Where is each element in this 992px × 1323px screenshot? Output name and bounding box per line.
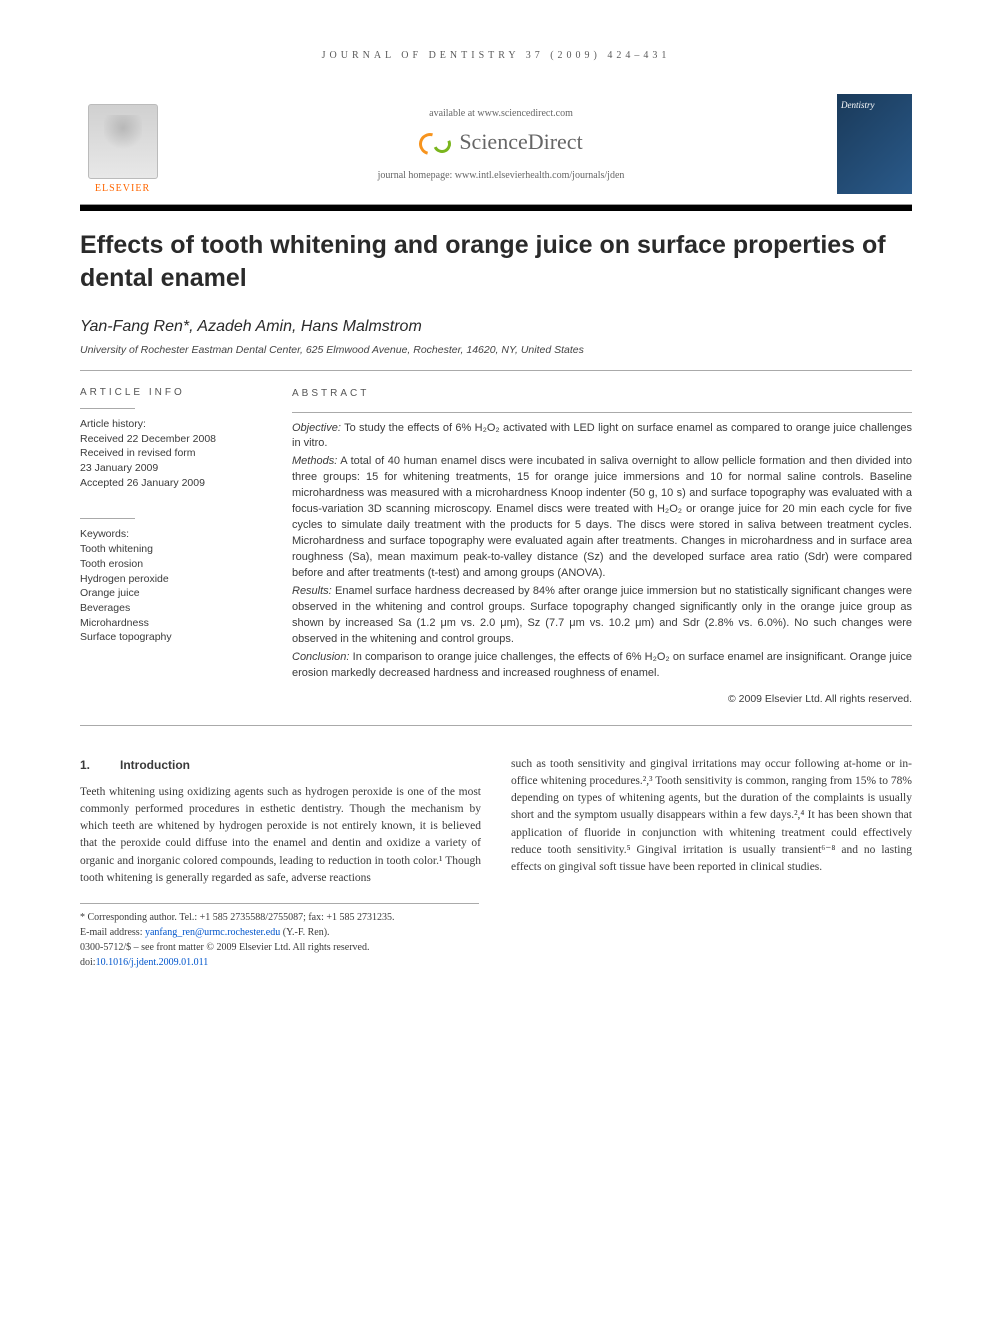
introduction-heading: 1.Introduction [80, 756, 481, 774]
abstract-conclusion: Conclusion: In comparison to orange juic… [292, 650, 912, 682]
results-text: Enamel surface hardness decreased by 84%… [292, 585, 912, 645]
keyword: Microhardness [80, 616, 260, 631]
doi-label: doi: [80, 957, 96, 968]
keyword: Tooth erosion [80, 557, 260, 572]
keyword: Beverages [80, 601, 260, 616]
journal-header: JOURNAL OF DENTISTRY 37 (2009) 424–431 [80, 50, 912, 61]
corresponding-footer: * Corresponding author. Tel.: +1 585 273… [80, 903, 479, 970]
copyright: © 2009 Elsevier Ltd. All rights reserved… [292, 692, 912, 707]
abstract-objective: Objective: To study the effects of 6% H₂… [292, 421, 912, 453]
article-info-column: ARTICLE INFO Article history: Received 2… [80, 387, 260, 707]
divider [80, 518, 135, 519]
doi-link[interactable]: 10.1016/j.jdent.2009.01.011 [96, 957, 209, 968]
email-link[interactable]: yanfang_ren@urmc.rochester.edu [145, 927, 280, 938]
methods-label: Methods: [292, 455, 337, 467]
results-label: Results: [292, 585, 332, 597]
info-abstract-row: ARTICLE INFO Article history: Received 2… [80, 387, 912, 726]
sciencedirect-swirl-icon [419, 131, 453, 153]
objective-text: To study the effects of 6% H₂O₂ activate… [292, 422, 912, 450]
intro-paragraph-right: such as tooth sensitivity and gingival i… [511, 756, 912, 877]
history-label: Article history: [80, 417, 260, 432]
keyword: Hydrogen peroxide [80, 572, 260, 587]
sciencedirect-label: ScienceDirect [459, 129, 582, 155]
elsevier-label: ELSEVIER [95, 183, 150, 194]
section-title: Introduction [120, 758, 190, 772]
divider [80, 408, 135, 409]
affiliation: University of Rochester Eastman Dental C… [80, 344, 912, 371]
article-info-heading: ARTICLE INFO [80, 387, 260, 398]
history-accepted: Accepted 26 January 2009 [80, 476, 260, 491]
elsevier-logo: ELSEVIER [80, 94, 165, 194]
authors: Yan-Fang Ren*, Azadeh Amin, Hans Malmstr… [80, 318, 912, 336]
abstract-heading: ABSTRACT [292, 387, 912, 402]
abstract-column: ABSTRACT Objective: To study the effects… [292, 387, 912, 707]
article-history-block: Article history: Received 22 December 20… [80, 417, 260, 490]
journal-homepage: journal homepage: www.intl.elsevierhealt… [185, 170, 817, 181]
keywords-label: Keywords: [80, 527, 260, 542]
cover-title: Dentistry [841, 100, 908, 110]
title-bar [80, 205, 912, 211]
keyword: Tooth whitening [80, 542, 260, 557]
sciencedirect-logo: ScienceDirect [419, 129, 582, 155]
intro-paragraph-left: Teeth whitening using oxidizing agents s… [80, 784, 481, 888]
keywords-block: Keywords: Tooth whitening Tooth erosion … [80, 527, 260, 645]
publisher-banner: ELSEVIER available at www.sciencedirect.… [80, 79, 912, 205]
email-label: E-mail address: [80, 927, 145, 938]
conclusion-text: In comparison to orange juice challenges… [292, 651, 912, 679]
issn-line: 0300-5712/$ – see front matter © 2009 El… [80, 940, 479, 955]
abstract-results: Results: Enamel surface hardness decreas… [292, 584, 912, 648]
objective-label: Objective: [292, 422, 341, 434]
journal-cover-thumbnail: Dentistry [837, 94, 912, 194]
available-text: available at www.sciencedirect.com [185, 108, 817, 119]
history-received: Received 22 December 2008 [80, 432, 260, 447]
keyword: Surface topography [80, 630, 260, 645]
abstract-methods: Methods: A total of 40 human enamel disc… [292, 454, 912, 582]
history-revised: 23 January 2009 [80, 461, 260, 476]
elsevier-tree-icon [88, 104, 158, 179]
body-columns: 1.Introduction Teeth whitening using oxi… [80, 756, 912, 888]
doi-line: doi:10.1016/j.jdent.2009.01.011 [80, 955, 479, 970]
body-column-left: 1.Introduction Teeth whitening using oxi… [80, 756, 481, 888]
section-number: 1. [80, 756, 120, 774]
methods-text: A total of 40 human enamel discs were in… [292, 455, 912, 579]
email-suffix: (Y.-F. Ren). [280, 927, 329, 938]
banner-center: available at www.sciencedirect.com Scien… [185, 108, 817, 181]
email-line: E-mail address: yanfang_ren@urmc.rochest… [80, 925, 479, 940]
conclusion-label: Conclusion: [292, 651, 349, 663]
body-column-right: such as tooth sensitivity and gingival i… [511, 756, 912, 888]
corresponding-author: * Corresponding author. Tel.: +1 585 273… [80, 910, 479, 925]
history-revised-label: Received in revised form [80, 446, 260, 461]
article-title: Effects of tooth whitening and orange ju… [80, 229, 912, 294]
divider [292, 412, 912, 413]
keyword: Orange juice [80, 586, 260, 601]
